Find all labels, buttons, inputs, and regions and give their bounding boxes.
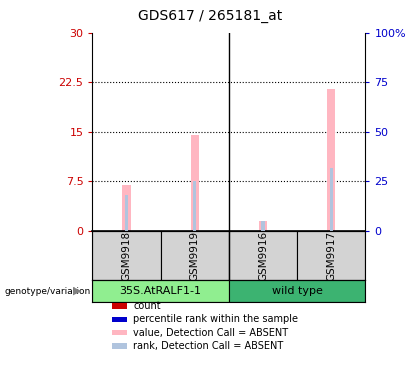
Text: GSM9917: GSM9917 bbox=[326, 231, 336, 281]
Bar bbox=[262, 221, 265, 231]
Bar bbox=[112, 317, 126, 322]
Bar bbox=[327, 89, 336, 231]
Text: genotype/variation: genotype/variation bbox=[4, 287, 90, 296]
Text: value, Detection Call = ABSENT: value, Detection Call = ABSENT bbox=[134, 328, 289, 337]
Text: percentile rank within the sample: percentile rank within the sample bbox=[134, 314, 298, 324]
Bar bbox=[191, 135, 199, 231]
Bar bbox=[229, 280, 365, 302]
Text: count: count bbox=[134, 301, 161, 311]
Bar bbox=[92, 280, 229, 302]
Text: GSM9916: GSM9916 bbox=[258, 231, 268, 281]
Text: GSM9919: GSM9919 bbox=[190, 231, 200, 281]
Bar bbox=[297, 231, 365, 280]
Bar bbox=[125, 195, 128, 231]
Bar bbox=[330, 168, 333, 231]
Text: wild type: wild type bbox=[272, 286, 323, 296]
Text: GSM9918: GSM9918 bbox=[121, 231, 131, 281]
Bar bbox=[229, 231, 297, 280]
Bar bbox=[92, 231, 161, 280]
Bar bbox=[259, 221, 267, 231]
Text: ▶: ▶ bbox=[74, 286, 82, 296]
Text: 35S.AtRALF1-1: 35S.AtRALF1-1 bbox=[120, 286, 202, 296]
Bar bbox=[123, 185, 131, 231]
Bar bbox=[193, 182, 196, 231]
Text: GDS617 / 265181_at: GDS617 / 265181_at bbox=[138, 9, 282, 23]
Text: rank, Detection Call = ABSENT: rank, Detection Call = ABSENT bbox=[134, 341, 284, 351]
Bar bbox=[112, 303, 126, 309]
Bar bbox=[112, 343, 126, 349]
Bar bbox=[112, 330, 126, 335]
Bar bbox=[161, 231, 229, 280]
